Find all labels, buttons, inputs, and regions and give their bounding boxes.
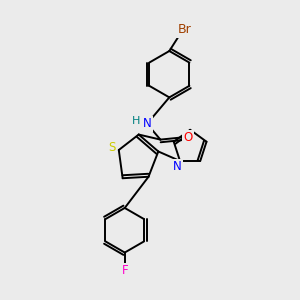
- Text: Br: Br: [177, 23, 191, 36]
- Text: H: H: [131, 116, 140, 127]
- Text: S: S: [109, 140, 116, 154]
- Text: O: O: [183, 131, 192, 144]
- Text: N: N: [173, 160, 182, 173]
- Text: N: N: [143, 117, 152, 130]
- Text: F: F: [122, 265, 128, 278]
